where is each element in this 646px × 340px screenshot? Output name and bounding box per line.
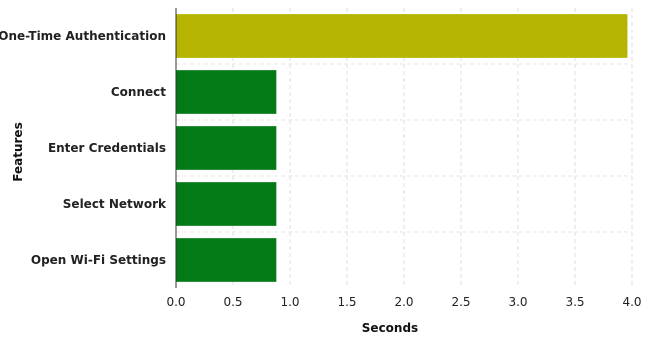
y-tick-label: Open Wi-Fi Settings xyxy=(31,253,166,267)
x-tick-label: 1.5 xyxy=(337,295,356,309)
bar xyxy=(176,238,277,282)
grid-lines xyxy=(176,8,633,288)
x-tick-label: 3.0 xyxy=(508,295,527,309)
x-tick-labels: 0.0 0.5 1.0 1.5 2.0 2.5 3.0 3.5 4.0 xyxy=(166,295,641,309)
x-tick-label: 3.5 xyxy=(565,295,584,309)
y-tick-label: Enter Credentials xyxy=(48,141,166,155)
x-tick-label: 4.0 xyxy=(622,295,641,309)
y-tick-label: Connect xyxy=(111,85,166,99)
x-tick-label: 2.0 xyxy=(394,295,413,309)
y-tick-label: One-Time Authentication xyxy=(0,29,166,43)
bar xyxy=(176,182,277,226)
x-tick-label: 0.5 xyxy=(223,295,242,309)
bars xyxy=(176,14,628,282)
y-axis-title: Features xyxy=(11,122,25,181)
x-tick-label: 2.5 xyxy=(451,295,470,309)
y-tick-label: Select Network xyxy=(63,197,167,211)
x-axis-title: Seconds xyxy=(362,321,418,335)
bar xyxy=(176,126,277,170)
bar xyxy=(176,70,277,114)
x-tick-label: 1.0 xyxy=(280,295,299,309)
x-tick-label: 0.0 xyxy=(166,295,185,309)
bar xyxy=(176,14,628,58)
y-tick-labels: One-Time Authentication Connect Enter Cred… xyxy=(0,29,167,267)
